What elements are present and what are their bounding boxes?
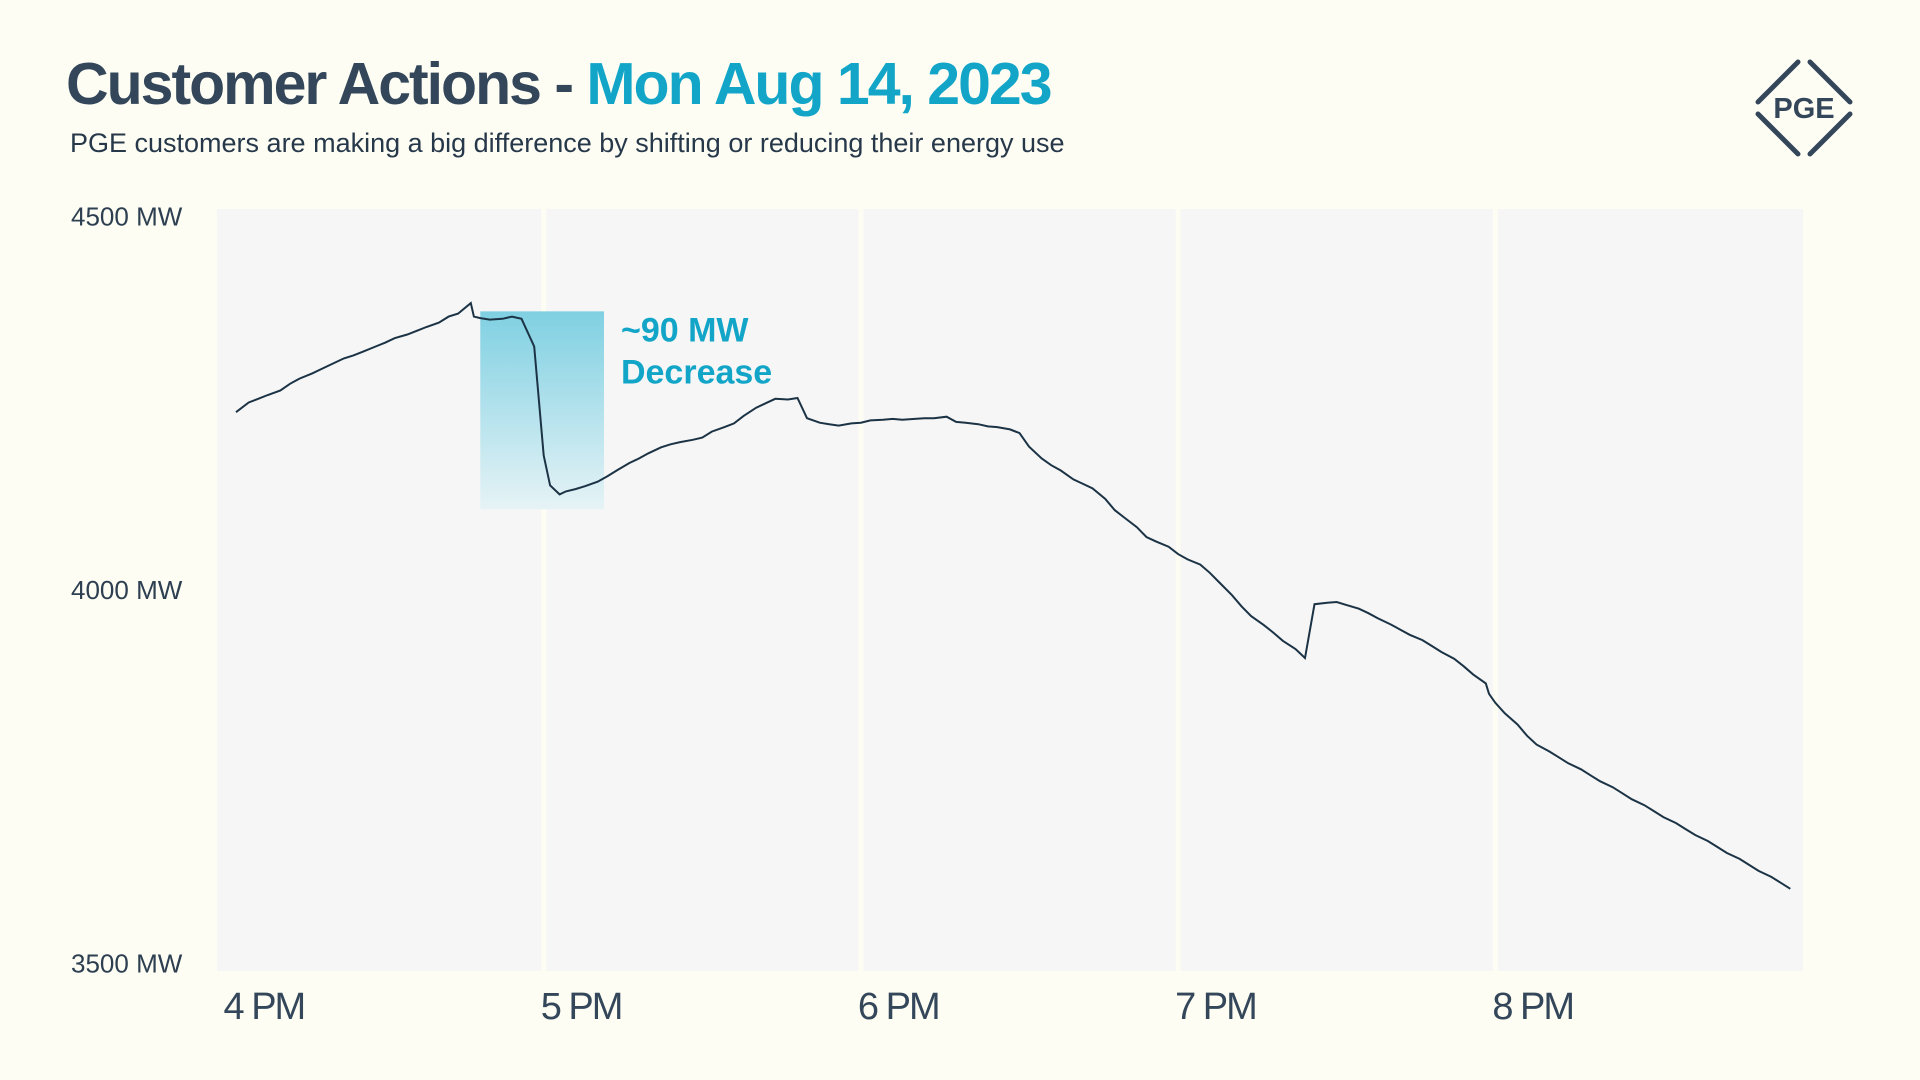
decrease-annotation-band <box>480 311 604 510</box>
y-tick-label: 4500 MW <box>71 201 183 231</box>
title-date: Mon Aug 14, 2023 <box>586 51 1052 117</box>
x-tick-label: 4 PM <box>224 986 305 1028</box>
x-axis: 4 PM 5 PM 6 PM 7 PM 8 PM <box>224 986 1576 1028</box>
annotation-label-amount: ~90 MW <box>621 311 749 349</box>
title-main: Customer Actions - <box>66 51 574 117</box>
load-series-line <box>235 301 1791 890</box>
annotation-label-decrease: Decrease <box>621 353 772 391</box>
gridlines <box>541 209 1498 971</box>
page-subtitle: PGE customers are making a big differenc… <box>70 128 1065 158</box>
x-tick-label: 7 PM <box>1175 986 1256 1028</box>
plot-area <box>217 209 1803 971</box>
page-title: Customer Actions - Mon Aug 14, 2023 <box>66 50 1053 118</box>
y-axis: 4500 MW 4000 MW 3500 MW <box>71 201 183 978</box>
x-tick-label: 6 PM <box>858 986 939 1028</box>
y-tick-label: 4000 MW <box>71 575 183 605</box>
x-tick-label: 5 PM <box>541 986 622 1028</box>
pge-logo-icon: PGE <box>1755 59 1853 157</box>
x-tick-label: 8 PM <box>1492 986 1573 1028</box>
logo-text: PGE <box>1773 93 1834 125</box>
y-tick-label: 3500 MW <box>71 949 183 979</box>
